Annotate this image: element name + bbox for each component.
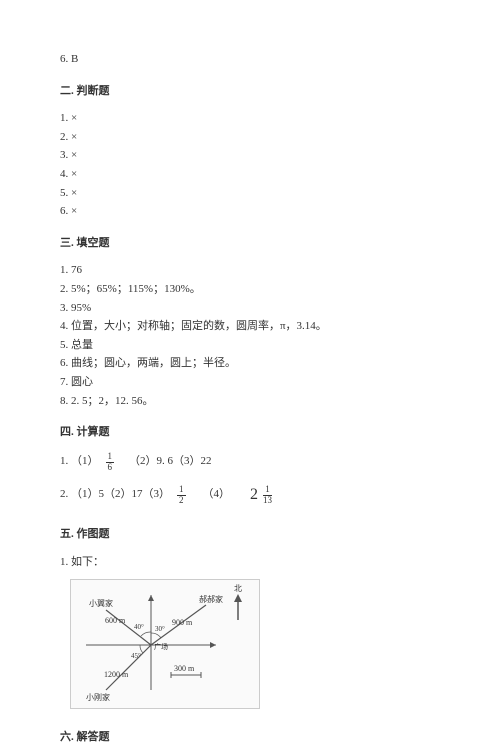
frac-num: 1 xyxy=(106,452,115,463)
s2-item: 4. × xyxy=(60,166,440,184)
s2-item: 3. × xyxy=(60,147,440,165)
angle-sw: 45° xyxy=(131,651,141,662)
calc-line-1: 1. （1） 1 6 （2）9. 6（3）22 xyxy=(60,452,440,473)
s3-item: 2. 5%；65%；115%；130%。 xyxy=(60,281,440,299)
s3-item: 4. 位置，大小；对称轴；固定的数，圆周率，π，3.14。 xyxy=(60,318,440,336)
section6-title: 六. 解答题 xyxy=(60,729,440,747)
section3-title: 三. 填空题 xyxy=(60,235,440,253)
fraction: 1 2 xyxy=(177,485,186,506)
s3-item: 6. 曲线；圆心，两端，圆上；半径。 xyxy=(60,355,440,373)
center-label: 广场 xyxy=(154,642,168,653)
s3-item: 3. 95% xyxy=(60,300,440,318)
calc2-p1: 2. （1）5（2）17（3） xyxy=(60,486,170,504)
section2-title: 二. 判断题 xyxy=(60,83,440,101)
dist-nw: 600 m xyxy=(105,615,125,628)
label-ne: 郝郝家 xyxy=(199,594,223,607)
calc1-p2: （2）9. 6（3）22 xyxy=(129,453,212,471)
calc1-p1: 1. （1） xyxy=(60,453,99,471)
s5-item: 1. 如下： xyxy=(60,554,440,572)
calc-line-2: 2. （1）5（2）17（3） 1 2 （4） 2 1 13 xyxy=(60,482,440,508)
top-answer: 6. B xyxy=(60,51,440,69)
s3-item: 8. 2. 5；2，12. 56。 xyxy=(60,393,440,411)
calc2-p2: （4） xyxy=(203,486,231,504)
frac-den: 13 xyxy=(261,496,274,506)
s2-item: 6. × xyxy=(60,203,440,221)
s2-item: 2. × xyxy=(60,129,440,147)
s2-item: 1. × xyxy=(60,110,440,128)
section4-title: 四. 计算题 xyxy=(60,424,440,442)
label-nw: 小翼家 xyxy=(89,598,113,611)
frac-den: 6 xyxy=(106,463,115,473)
s3-item: 1. 76 xyxy=(60,262,440,280)
fraction: 1 13 xyxy=(261,485,274,506)
label-sw: 小刚家 xyxy=(86,692,110,705)
section5-title: 五. 作图题 xyxy=(60,526,440,544)
dist-e: 300 m xyxy=(174,663,194,676)
dist-sw: 1200 m xyxy=(104,669,128,682)
north-label: 北 xyxy=(234,583,242,596)
mixed-fraction: 2 1 13 xyxy=(250,482,277,508)
s3-item: 7. 圆心 xyxy=(60,374,440,392)
direction-diagram: 小翼家 600 m 40° 郝郝家 900 m 30° 广场 小刚家 1200 … xyxy=(70,579,260,709)
angle-nw: 40° xyxy=(134,622,144,633)
s3-item: 5. 总量 xyxy=(60,337,440,355)
whole-part: 2 xyxy=(250,482,258,508)
dist-ne: 900 m xyxy=(172,617,192,630)
fraction: 1 6 xyxy=(106,452,115,473)
s2-item: 5. × xyxy=(60,185,440,203)
angle-ne: 30° xyxy=(155,624,165,635)
frac-den: 2 xyxy=(177,496,186,506)
